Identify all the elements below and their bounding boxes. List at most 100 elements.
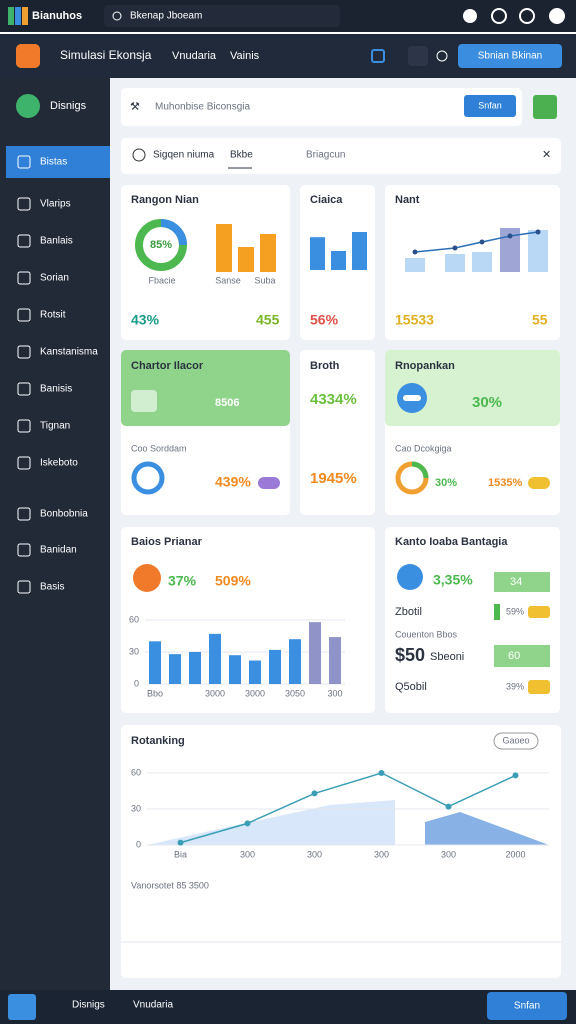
- y-tick-label: 0: [136, 839, 141, 849]
- card-title: Kanto Ioaba Bantagia: [395, 536, 508, 548]
- nav-item[interactable]: Bonbobnia: [40, 509, 88, 520]
- stat: 15533: [395, 312, 434, 328]
- dropdown[interactable]: [493, 732, 539, 750]
- badge-label: 34: [510, 576, 522, 588]
- nav-icon: [17, 345, 31, 359]
- stat: 37%: [168, 573, 197, 589]
- pill: [528, 606, 550, 618]
- button-label: Sbnian Bkinan: [478, 51, 543, 62]
- nav-item[interactable]: Banlais: [40, 236, 73, 247]
- x-tick-label: 300: [441, 849, 456, 859]
- x-tick-label: Bbo: [147, 688, 163, 698]
- area: [425, 812, 549, 845]
- pill: [528, 680, 550, 694]
- bar: [216, 224, 232, 272]
- point: [445, 803, 452, 810]
- bar: [189, 652, 201, 684]
- icon-button[interactable]: [408, 46, 428, 66]
- logo: [15, 7, 21, 25]
- tab[interactable]: Vainis: [230, 50, 260, 62]
- nav-item[interactable]: Iskeboto: [40, 458, 78, 469]
- nav-item[interactable]: Banidan: [40, 545, 77, 556]
- filter-bar: [121, 138, 561, 174]
- taskbar-button[interactable]: [487, 992, 567, 1020]
- taskbar-item[interactable]: Disnigs: [72, 1000, 105, 1011]
- card-title: Nant: [395, 194, 420, 206]
- donut-label: 85%: [150, 239, 172, 251]
- close[interactable]: ✕: [542, 149, 551, 161]
- search-button[interactable]: [464, 95, 516, 117]
- stat: 55: [532, 312, 548, 328]
- tab[interactable]: Vnudaria: [172, 50, 217, 62]
- stat: 56%: [310, 312, 339, 328]
- nav-item[interactable]: Sorian: [40, 273, 69, 284]
- icon[interactable]: [371, 49, 385, 63]
- card-title: Rotanking: [131, 735, 185, 747]
- x-tick-label: 3050: [285, 688, 305, 698]
- active-item[interactable]: [6, 146, 110, 178]
- taskbar-item[interactable]: Vnudaria: [133, 1000, 173, 1011]
- search-text: Bkenap Jboeam: [130, 11, 202, 22]
- bar-label: Sanse: [215, 275, 241, 285]
- search-placeholder[interactable]: Muhonbise Biconsgia: [155, 102, 250, 113]
- nav-item[interactable]: Vlarips: [40, 199, 71, 210]
- stat: 30%: [435, 477, 457, 489]
- nav-item[interactable]: Tignan: [40, 421, 70, 432]
- card-title: Rnopankan: [395, 360, 455, 372]
- logo: [8, 7, 14, 25]
- x-tick-label: 300: [307, 849, 322, 859]
- bar: [309, 622, 321, 684]
- badge-label: 60: [508, 650, 520, 662]
- gear-icon[interactable]: [549, 8, 565, 24]
- bar: [249, 660, 261, 684]
- badge: [494, 604, 500, 620]
- filter-tab[interactable]: Bkbe: [230, 150, 253, 161]
- search-icon[interactable]: [436, 50, 448, 62]
- nav-item[interactable]: Rotsit: [40, 310, 66, 321]
- search-box[interactable]: [104, 5, 340, 27]
- brand-icon: [16, 94, 40, 118]
- nav-item[interactable]: Bistas: [40, 157, 67, 168]
- nav-item[interactable]: Kanstanisma: [40, 347, 98, 358]
- point: [535, 229, 541, 235]
- user-icon[interactable]: [491, 8, 507, 24]
- nav-icon: [17, 197, 31, 211]
- filter-label[interactable]: Sigqen niuma: [153, 150, 215, 161]
- donut-segment: [160, 219, 187, 246]
- nav-icon: [17, 155, 31, 169]
- primary-button[interactable]: [458, 44, 562, 68]
- stat: 455: [256, 312, 280, 328]
- card-header: [385, 350, 560, 426]
- card: [121, 725, 561, 978]
- card-title: Broth: [310, 360, 340, 372]
- nav-icon: [17, 308, 31, 322]
- avatar[interactable]: [533, 95, 557, 119]
- dropdown-label: Gaoeo: [502, 735, 529, 745]
- subtitle: Cao Dcokgiga: [395, 443, 452, 453]
- y-tick-label: 30: [131, 803, 141, 813]
- nav-item[interactable]: Banisis: [40, 384, 72, 395]
- row-value: 3,35%: [433, 572, 473, 588]
- help-icon[interactable]: [519, 8, 535, 24]
- x-tick-label: 300: [374, 849, 389, 859]
- nav-icon: [17, 456, 31, 470]
- row-label: Couenton Bbos: [395, 629, 458, 639]
- point: [452, 245, 458, 251]
- bar: [169, 654, 181, 684]
- line: [180, 772, 516, 844]
- settings-icon[interactable]: [463, 9, 477, 23]
- dropdown[interactable]: Briagcun: [306, 150, 345, 161]
- stat: 1535%: [488, 477, 522, 489]
- bar: [528, 230, 548, 272]
- badge-label: 59%: [506, 606, 524, 616]
- search-icon: [112, 11, 122, 21]
- point: [378, 770, 385, 776]
- point: [244, 820, 251, 827]
- bar: [260, 234, 276, 272]
- bar-label: Suba: [254, 275, 275, 285]
- bar: [310, 237, 325, 270]
- nav-item[interactable]: Basis: [40, 582, 64, 593]
- icon: [131, 390, 157, 412]
- start-button[interactable]: [8, 994, 36, 1020]
